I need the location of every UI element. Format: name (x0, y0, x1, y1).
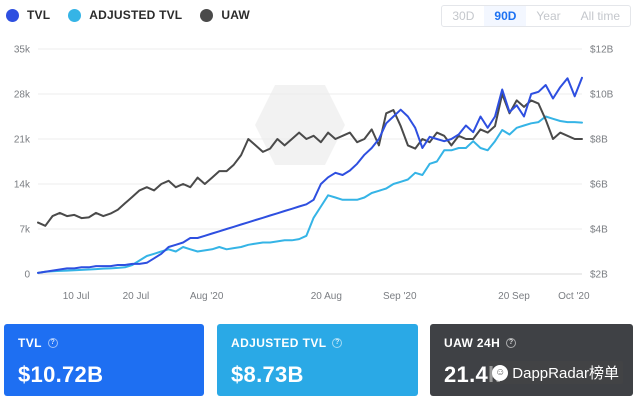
series-line-adjusted-tvl[interactable] (37, 115, 583, 274)
info-icon[interactable]: ? (506, 338, 517, 348)
y-right-tick-label: $10B (590, 90, 614, 101)
y-left-tick-label: 14k (14, 180, 31, 191)
info-icon[interactable]: ? (332, 338, 343, 348)
y-left-tick-label: 21k (14, 135, 31, 146)
uaw-24h-card: UAW 24H ? 21.4k ☺ DappRadar榜单 (430, 324, 633, 396)
y-right-tick-label: $12B (590, 45, 614, 56)
y-left-tick-label: 0 (24, 270, 30, 281)
summary-cards: TVL ? $10.72B ADJUSTED TVL ? $8.73B UAW … (4, 324, 633, 396)
line-chart: 0 7k 14k 21k 28k 35k $2B $4B $6B $8B $10B $12B 10 … (14, 45, 614, 303)
y-right-tick-label: $8B (590, 135, 608, 146)
y-right-tick-label: $4B (590, 225, 608, 236)
range-button-90d[interactable]: 90D (484, 6, 527, 26)
tvl-card-value: $10.72B (18, 362, 104, 387)
y-right-tick-label: $2B (590, 270, 608, 281)
adjusted-tvl-card-value: $8.73B (231, 362, 304, 387)
y-left-tick-label: 35k (14, 45, 31, 56)
watermark-text: DappRadar榜单 (512, 365, 619, 382)
tvl-card-title: TVL ? (18, 336, 190, 350)
info-icon[interactable]: ? (47, 338, 58, 348)
wechat-watermark: ☺ DappRadar榜单 (488, 361, 623, 384)
chart-legend: TVL ADJUSTED TVL UAW (6, 8, 250, 22)
legend-dot-icon (68, 8, 82, 22)
x-tick-label: 10 Jul (63, 291, 90, 302)
legend-label: UAW (221, 8, 250, 22)
y-axis-left: 0 7k 14k 21k 28k 35k (14, 45, 31, 281)
x-tick-label: 20 Jul (123, 291, 150, 302)
y-right-tick-label: $6B (590, 180, 608, 191)
x-axis: 10 Jul 20 Jul Aug '20 20 Aug Sep '20 20 Sep Oc… (63, 291, 590, 302)
card-title-text: UAW 24H (444, 336, 501, 350)
series-line-uaw[interactable] (37, 93, 583, 227)
legend-item-adjusted-tvl[interactable]: ADJUSTED TVL (68, 8, 182, 22)
adjusted-tvl-card-title: ADJUSTED TVL ? (231, 336, 404, 350)
legend-dot-icon (6, 8, 19, 22)
x-tick-label: Sep '20 (383, 291, 417, 302)
series-line-tvl[interactable] (37, 76, 583, 274)
legend-dot-icon (200, 8, 214, 22)
y-left-tick-label: 28k (14, 90, 31, 101)
adjusted-tvl-card: ADJUSTED TVL ? $8.73B (217, 324, 418, 396)
range-button-year[interactable]: Year (536, 9, 561, 23)
tvl-card: TVL ? $10.72B (4, 324, 204, 396)
dappradar-logo-watermark (255, 85, 345, 165)
time-range-selector: 30D 90D Year All time (441, 5, 631, 27)
x-tick-label: 20 Sep (498, 291, 530, 302)
x-tick-label: 20 Aug (311, 291, 342, 302)
legend-item-uaw[interactable]: UAW (200, 8, 250, 22)
card-title-text: ADJUSTED TVL (231, 336, 327, 350)
card-title-text: TVL (18, 336, 42, 350)
x-tick-label: Oct '20 (558, 291, 590, 302)
y-left-tick-label: 7k (19, 225, 31, 236)
range-button-30d[interactable]: 30D (452, 9, 475, 23)
legend-label: TVL (27, 8, 51, 22)
uaw-24h-card-title: UAW 24H ? (444, 336, 619, 350)
grid (38, 48, 582, 275)
wechat-icon: ☺ (492, 364, 509, 381)
y-axis-right: $2B $4B $6B $8B $10B $12B (590, 45, 614, 281)
range-button-all-time[interactable]: All time (580, 9, 620, 23)
x-tick-label: Aug '20 (190, 291, 224, 302)
series-lines (37, 76, 583, 274)
legend-item-tvl[interactable]: TVL (6, 8, 50, 22)
legend-label: ADJUSTED TVL (89, 8, 183, 22)
